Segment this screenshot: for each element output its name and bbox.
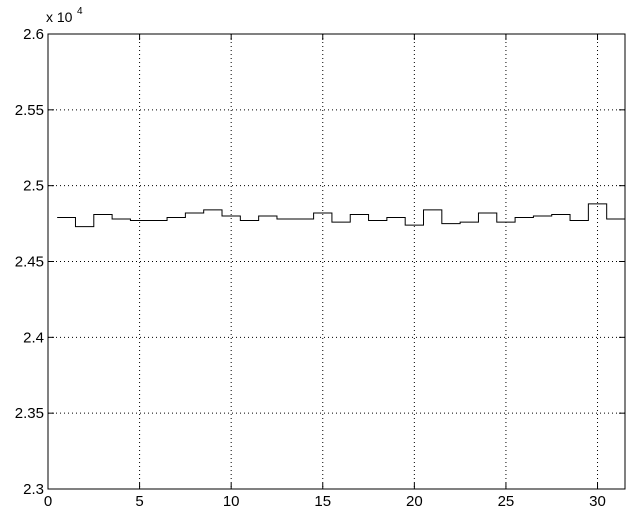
x-tick-label: 5: [135, 493, 143, 510]
series-layer: [57, 203, 625, 228]
y-exponent-base: x 10: [46, 9, 73, 25]
grid: [48, 34, 625, 489]
y-tick-label: 2.35: [15, 405, 44, 422]
x-tick-label: 0: [44, 493, 52, 510]
y-tick-label: 2.6: [23, 26, 44, 43]
y-tick-label: 2.3: [23, 481, 44, 498]
x-tick-label: 15: [314, 493, 331, 510]
x-tick-label: 25: [498, 493, 515, 510]
x-tick-labels: 0 5 10 15 20 25 30: [44, 493, 606, 510]
y-tick-label: 2.4: [23, 329, 44, 346]
x-tick-label: 10: [223, 493, 240, 510]
x-tick-label: 30: [589, 493, 606, 510]
y-tick-label: 2.5: [23, 178, 44, 195]
y-tick-label: 2.45: [15, 254, 44, 271]
x-tick-label: 20: [406, 493, 423, 510]
ticks: [47, 33, 625, 490]
y-tick-label: 2.55: [15, 102, 44, 119]
y-exponent-power: 4: [77, 6, 83, 17]
series-line: [57, 203, 625, 228]
y-tick-labels: 2.3 2.35 2.4 2.45 2.5 2.55 2.6: [15, 26, 44, 498]
